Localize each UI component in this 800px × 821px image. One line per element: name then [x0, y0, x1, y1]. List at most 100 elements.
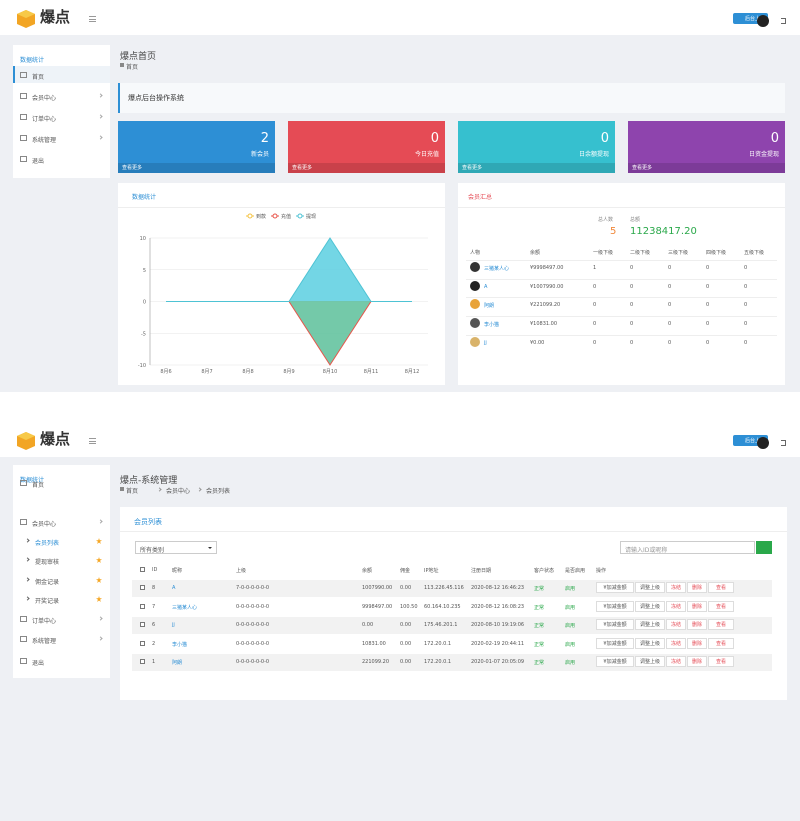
action-button[interactable]: 删除	[687, 619, 707, 630]
cell: 0.00	[400, 640, 412, 647]
stat-link[interactable]: 查看更多	[122, 165, 143, 171]
logo-icon	[17, 432, 35, 450]
stat-link[interactable]: 查看更多	[632, 165, 653, 171]
search-button[interactable]	[756, 541, 772, 554]
breadcrumb[interactable]: 会员中心	[166, 488, 191, 495]
stat-card: 0 日资金提现 查看更多	[628, 121, 785, 173]
cell: 2020-01-07 20:05:09	[471, 659, 525, 665]
menu-item[interactable]: 首页	[32, 482, 45, 489]
breadcrumb[interactable]: 首页	[126, 488, 139, 495]
total-value: 5	[610, 226, 617, 237]
action-button[interactable]: 删除	[687, 582, 707, 593]
menu-item[interactable]: 会员中心	[32, 95, 57, 102]
breadcrumb[interactable]: 会员列表	[206, 488, 231, 495]
action-button[interactable]: 查看	[708, 582, 734, 593]
stat-footer	[458, 163, 615, 173]
cell: 6	[152, 622, 156, 628]
action-button[interactable]: 查看	[708, 600, 734, 612]
cell: 0	[630, 302, 634, 309]
menu-item[interactable]: 系统管理	[32, 137, 57, 144]
action-button[interactable]: 冻结	[666, 600, 686, 612]
action-button[interactable]: 冻结	[666, 619, 686, 630]
series-line	[166, 237, 412, 302]
column-header: 注册日期	[471, 568, 492, 574]
action-button[interactable]: 查看	[708, 656, 734, 667]
menu-item[interactable]: 佣金记录	[35, 579, 60, 586]
menu-item[interactable]: 提现审核	[35, 559, 60, 566]
action-button[interactable]: 调整上级	[635, 637, 665, 649]
logo-text: 爆点	[40, 8, 71, 26]
action-button[interactable]: 冻结	[666, 582, 686, 593]
action-button[interactable]: 冻结	[666, 637, 686, 649]
cell: 0	[744, 265, 748, 271]
action-button[interactable]: 删除	[687, 637, 707, 649]
member-name[interactable]: 阿朗	[484, 303, 495, 310]
avatar[interactable]	[757, 437, 769, 449]
checkbox[interactable]	[140, 659, 145, 664]
cell: 172.20.0.1	[424, 659, 452, 665]
chart-title: 数据统计	[132, 194, 157, 201]
member-name[interactable]: A	[484, 283, 488, 290]
menu-icon	[20, 72, 27, 78]
breadcrumb[interactable]: 首页	[126, 64, 139, 71]
cell: 0	[668, 302, 672, 309]
stat-value: 0	[600, 131, 609, 146]
chevron	[98, 519, 103, 524]
action-button[interactable]: 删除	[687, 656, 707, 667]
logout-icon[interactable]	[781, 440, 786, 446]
avatar	[470, 262, 480, 272]
page-title: 爆点-系统管理	[120, 476, 178, 486]
menu-item[interactable]: 订单中心	[32, 618, 57, 625]
upload-button[interactable]: 后台上传	[733, 435, 769, 446]
action-button[interactable]: 调整上级	[635, 656, 665, 667]
member-name[interactable]: 李小猫	[484, 322, 500, 329]
legend-marker	[272, 213, 278, 219]
cell: 2020-08-12 16:46:23	[471, 585, 525, 591]
action-button[interactable]: 调整上级	[635, 582, 665, 593]
crumb-sep	[197, 487, 202, 492]
stat-value: 2	[260, 131, 269, 146]
member-name[interactable]: 三猪某人心	[484, 266, 510, 272]
action-button[interactable]: ¥加减金额	[596, 637, 634, 649]
action-button[interactable]: 查看	[708, 637, 734, 649]
action-button[interactable]: 删除	[687, 600, 707, 612]
x-tick-label: 8月9	[283, 369, 294, 375]
checkbox[interactable]	[140, 603, 145, 609]
cell: 8	[152, 585, 156, 591]
checkbox[interactable]	[140, 585, 145, 590]
menu-item[interactable]: 退出	[32, 660, 45, 667]
menu-item[interactable]: 订单中心	[32, 116, 57, 123]
menu-item[interactable]: 会员中心	[32, 521, 57, 528]
member-name[interactable]: jj	[484, 339, 487, 346]
stat-link[interactable]: 查看更多	[292, 165, 313, 171]
checkbox[interactable]	[140, 622, 145, 627]
action-button[interactable]: 查看	[708, 619, 734, 630]
menu-item[interactable]: 首页	[32, 74, 45, 81]
action-button[interactable]: 冻结	[666, 656, 686, 667]
menu-item[interactable]: 开奖记录	[35, 598, 60, 605]
menu-item[interactable]: 会员列表	[35, 540, 60, 547]
action-button[interactable]: 调整上级	[635, 600, 665, 612]
upload-button[interactable]: 后台上传	[733, 13, 769, 24]
menu-item[interactable]: 退出	[32, 158, 45, 165]
menu-item[interactable]: 系统管理	[32, 638, 57, 645]
menu-icon	[89, 16, 96, 17]
cell: 0	[744, 339, 748, 346]
action-button[interactable]: ¥加减金额	[596, 600, 634, 612]
cell: 2020-08-12 16:08:23	[471, 603, 525, 610]
logo-text: 爆点	[40, 430, 71, 448]
checkbox[interactable]	[140, 640, 145, 646]
search-input[interactable]: 请输入ID或昵称	[620, 541, 755, 554]
action-button[interactable]: ¥加减金额	[596, 582, 634, 593]
column-header: 五级下级	[744, 250, 765, 256]
menu-icon	[20, 135, 27, 141]
category-select[interactable]: 所有类别	[135, 541, 217, 554]
logout-icon[interactable]	[781, 18, 786, 24]
avatar	[470, 318, 480, 329]
action-button[interactable]: ¥加减金额	[596, 619, 634, 630]
avatar[interactable]	[757, 15, 769, 27]
row-line	[466, 316, 777, 318]
stat-link[interactable]: 查看更多	[462, 165, 483, 171]
action-button[interactable]: ¥加减金额	[596, 656, 634, 667]
action-button[interactable]: 调整上级	[635, 619, 665, 630]
